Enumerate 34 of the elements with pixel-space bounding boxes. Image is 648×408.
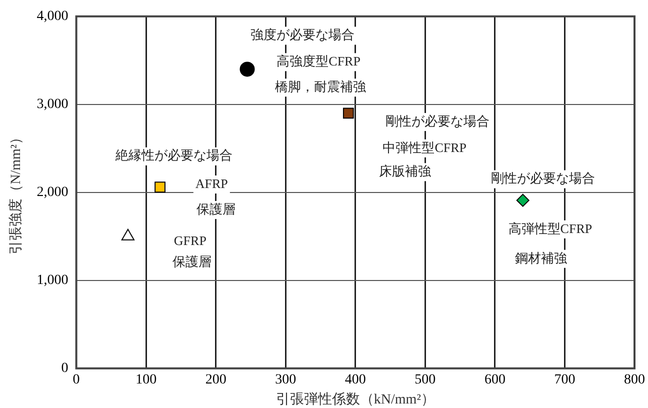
- annotation: 床版補強: [379, 164, 432, 179]
- point: [342, 108, 354, 119]
- x-tick-label: 100: [136, 372, 157, 388]
- point: [154, 182, 166, 193]
- annotation: 強度が必要な場合: [250, 27, 354, 42]
- annotation: 高弾性型CFRP: [508, 220, 592, 236]
- annotation: 中弾性型CFRP: [382, 140, 467, 155]
- annotation: 保護層: [172, 254, 212, 270]
- annotation: 橋脚，耐震補強: [275, 79, 366, 94]
- x-tick-label: 200: [205, 372, 226, 388]
- x-tick-label: 0: [72, 372, 80, 388]
- annotation: 絶縁性が必要な場合: [114, 148, 232, 163]
- y-tick-label: 2,000: [36, 185, 68, 200]
- annotation: 保護層: [196, 201, 236, 216]
- x-tick-label: 400: [344, 372, 366, 388]
- x-tick-label: 800: [624, 372, 645, 388]
- x-tick-label: 500: [414, 372, 436, 388]
- annotation: 高強度型CFRP: [276, 54, 360, 69]
- annotation: AFRP: [195, 176, 228, 191]
- y-axis-title: 引張強度（N/mm²）: [8, 130, 24, 254]
- x-axis-title: 引張弾性係数（kN/mm²）: [276, 391, 435, 408]
- x-tick-label: 300: [275, 372, 296, 388]
- x-tick-label: 700: [554, 372, 576, 388]
- point: [240, 62, 255, 77]
- annotation: 鋼材補強: [515, 250, 567, 266]
- y-tick-label: 3,000: [36, 97, 68, 112]
- y-tick-label: 0: [61, 361, 68, 376]
- point: [516, 194, 530, 207]
- x-tick-label: 600: [484, 372, 506, 388]
- y-tick-label: 1,000: [36, 273, 68, 288]
- y-tick-label: 4,000: [36, 9, 68, 24]
- annotation: 剛性が必要な場合: [490, 170, 595, 186]
- annotation: GFRP: [174, 233, 206, 248]
- annotation: 剛性が必要な場合: [386, 113, 490, 128]
